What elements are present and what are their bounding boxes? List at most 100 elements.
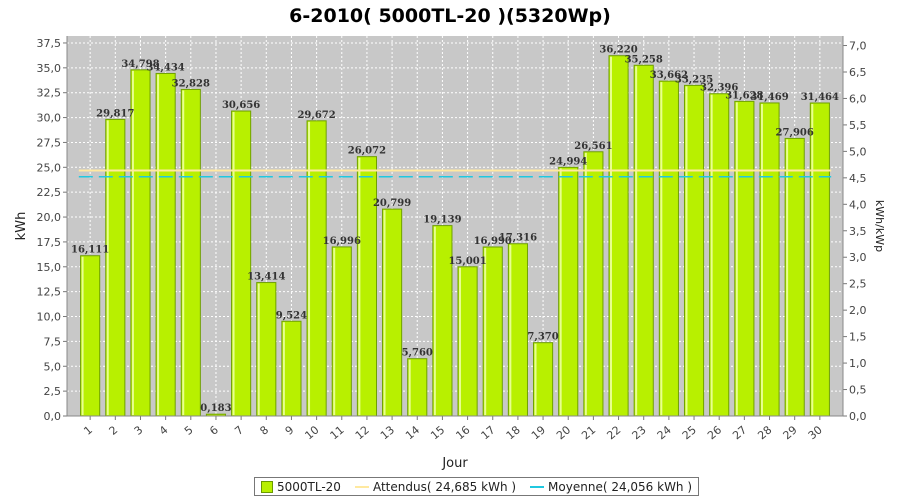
y-tick-label: 0,0 [44, 410, 62, 423]
data-label-day-11: 16,996 [323, 236, 361, 247]
y-right-tick-label: 4,0 [849, 198, 867, 211]
data-label-day-29: 27,906 [776, 127, 814, 138]
data-label-day-14: 5,760 [402, 348, 433, 359]
data-label-day-4: 34,434 [146, 62, 184, 73]
y-right-tick-label: 6,0 [849, 92, 867, 105]
legend: 5000TL-20 Attendus( 24,685 kWh ) Moyenne… [254, 477, 700, 496]
reference-lines [78, 169, 832, 178]
x-tick-label: 10 [302, 423, 321, 442]
data-label-day-6: 0,183 [200, 403, 231, 414]
bar-highlight [106, 120, 109, 415]
bar-highlight [308, 121, 311, 416]
data-label-day-30: 31,464 [801, 92, 839, 103]
bar-highlight [559, 168, 562, 415]
legend-item-moyenne: Moyenne( 24,056 kWh ) [530, 480, 692, 494]
x-tick-label: 20 [554, 423, 573, 442]
legend-item-attendus: Attendus( 24,685 kWh ) [354, 480, 516, 494]
y-right-tick-label: 7,0 [849, 40, 867, 53]
x-tick-label: 6 [207, 423, 221, 437]
x-tick-label: 5 [182, 423, 196, 437]
y-right-tick-label: 1,5 [849, 331, 867, 344]
y-right-tick-label: 0,0 [849, 410, 867, 423]
x-tick-label: 29 [781, 423, 800, 442]
x-tick-label: 27 [730, 423, 749, 442]
data-label-day-3: 34,798 [121, 59, 159, 70]
x-tick-label: 13 [378, 423, 397, 442]
bar-highlight [81, 256, 84, 415]
bar-highlight [358, 157, 361, 415]
data-label-day-24: 33,662 [650, 70, 688, 81]
data-label-day-22: 36,220 [599, 45, 637, 56]
y-right-tick-label: 1,0 [849, 357, 867, 370]
x-tick-label: 30 [806, 423, 825, 442]
x-tick-label: 12 [353, 423, 372, 442]
x-tick-label: 19 [529, 423, 548, 442]
bar-highlight [157, 74, 160, 415]
y-tick-label: 37,5 [37, 37, 62, 50]
y-axis-title: kWh [14, 212, 29, 241]
x-tick-label: 16 [453, 423, 472, 442]
bar-highlight [282, 322, 285, 415]
y-right-tick-label: 3,0 [849, 251, 867, 264]
x-tick-label: 9 [283, 423, 297, 437]
bar-highlight [484, 247, 487, 415]
bar-highlight [509, 244, 512, 415]
y-tick-label: 10,0 [37, 311, 62, 324]
y-right-tick-label: 2,0 [849, 304, 867, 317]
data-label-day-15: 19,139 [423, 215, 461, 226]
bar-highlight [685, 86, 688, 416]
data-label-day-12: 26,072 [348, 146, 386, 157]
bar-highlight [383, 210, 386, 415]
x-tick-label: 15 [428, 423, 447, 442]
bar-highlight [257, 283, 260, 415]
chart-title: 6-2010( 5000TL-20 )(5320Wp) [289, 5, 611, 27]
y-right-tick-label: 2,5 [849, 278, 867, 291]
x-tick-label: 21 [579, 423, 598, 442]
x-tick-label: 14 [403, 423, 422, 442]
x-tick-label: 24 [655, 423, 674, 442]
y-tick-label: 32,5 [37, 87, 62, 100]
bar-highlight [333, 247, 336, 415]
y-tick-label: 15,0 [37, 261, 62, 274]
y-axis-right-title: kWh/kWp [873, 200, 886, 252]
x-tick-label: 26 [705, 423, 724, 442]
y-tick-label: 22,5 [37, 186, 62, 199]
bar-highlight [433, 226, 436, 415]
legend-swatch-bar [261, 480, 273, 493]
y-tick-label: 25,0 [37, 161, 62, 174]
data-label-day-2: 29,817 [96, 108, 134, 119]
data-label-day-18: 17,316 [499, 233, 537, 244]
data-label-day-8: 13,414 [247, 272, 285, 283]
y-tick-label: 7,5 [44, 335, 62, 348]
data-label-day-13: 20,799 [373, 198, 411, 209]
axes: 0,02,55,07,510,012,515,017,520,022,525,0… [37, 36, 867, 442]
y-tick-label: 30,0 [37, 112, 62, 125]
bar-highlight [735, 102, 738, 415]
bar-highlight [584, 152, 587, 415]
x-tick-label: 8 [257, 423, 271, 437]
bar-highlight [182, 90, 185, 415]
data-label-day-10: 29,672 [297, 110, 335, 121]
data-label-day-19: 7,370 [527, 332, 558, 343]
legend-swatch-moyenne [530, 485, 545, 488]
bar-highlight [459, 267, 462, 415]
y-tick-label: 20,0 [37, 211, 62, 224]
y-right-tick-label: 0,5 [849, 384, 867, 397]
bar-highlight [760, 103, 763, 416]
data-label-day-7: 30,656 [222, 100, 260, 111]
data-label-day-27: 31,628 [725, 90, 763, 101]
bar-highlight [534, 343, 537, 415]
y-right-tick-label: 4,5 [849, 172, 867, 185]
x-tick-label: 11 [328, 423, 347, 442]
bar-highlight [635, 66, 638, 416]
data-label-day-9: 9,524 [276, 310, 307, 321]
data-label-day-23: 35,258 [625, 54, 663, 65]
x-tick-label: 28 [755, 423, 774, 442]
x-tick-label: 18 [504, 423, 523, 442]
y-tick-label: 2,5 [44, 385, 62, 398]
y-right-tick-label: 3,5 [849, 225, 867, 238]
data-label-day-20: 24,994 [549, 156, 587, 167]
legend-label: 5000TL-20 [277, 479, 341, 494]
